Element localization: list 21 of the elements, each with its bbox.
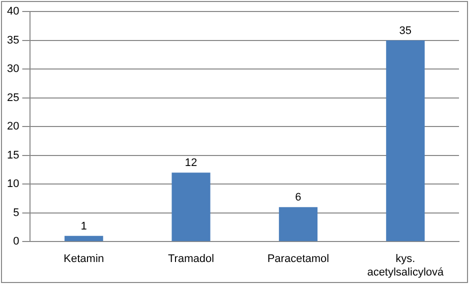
y-tick-label: 15 [6, 149, 20, 162]
x-tick-label: Tramadol [168, 253, 214, 266]
data-label: 6 [295, 192, 302, 204]
x-tick-label: Paracetamol [267, 253, 330, 266]
bar [64, 236, 104, 242]
bar [386, 40, 425, 242]
x-tick-label: kys. acetylsalicylová [367, 253, 444, 278]
y-tick-label: 0 [13, 236, 20, 248]
y-tick-label: 5 [13, 206, 20, 219]
y-tick-label: 10 [6, 178, 20, 190]
bar [278, 207, 318, 242]
y-tick-label: 30 [6, 63, 20, 76]
x-tick-label: Ketamin [64, 253, 104, 266]
y-tick-label: 40 [6, 6, 20, 18]
y-tick-label: 35 [6, 34, 20, 46]
bar [172, 172, 210, 242]
y-tick-label: 25 [6, 92, 20, 104]
y-tick-label: 20 [6, 120, 20, 133]
data-label: 1 [80, 220, 87, 232]
data-label: 35 [399, 24, 412, 37]
data-label: 12 [184, 157, 198, 170]
